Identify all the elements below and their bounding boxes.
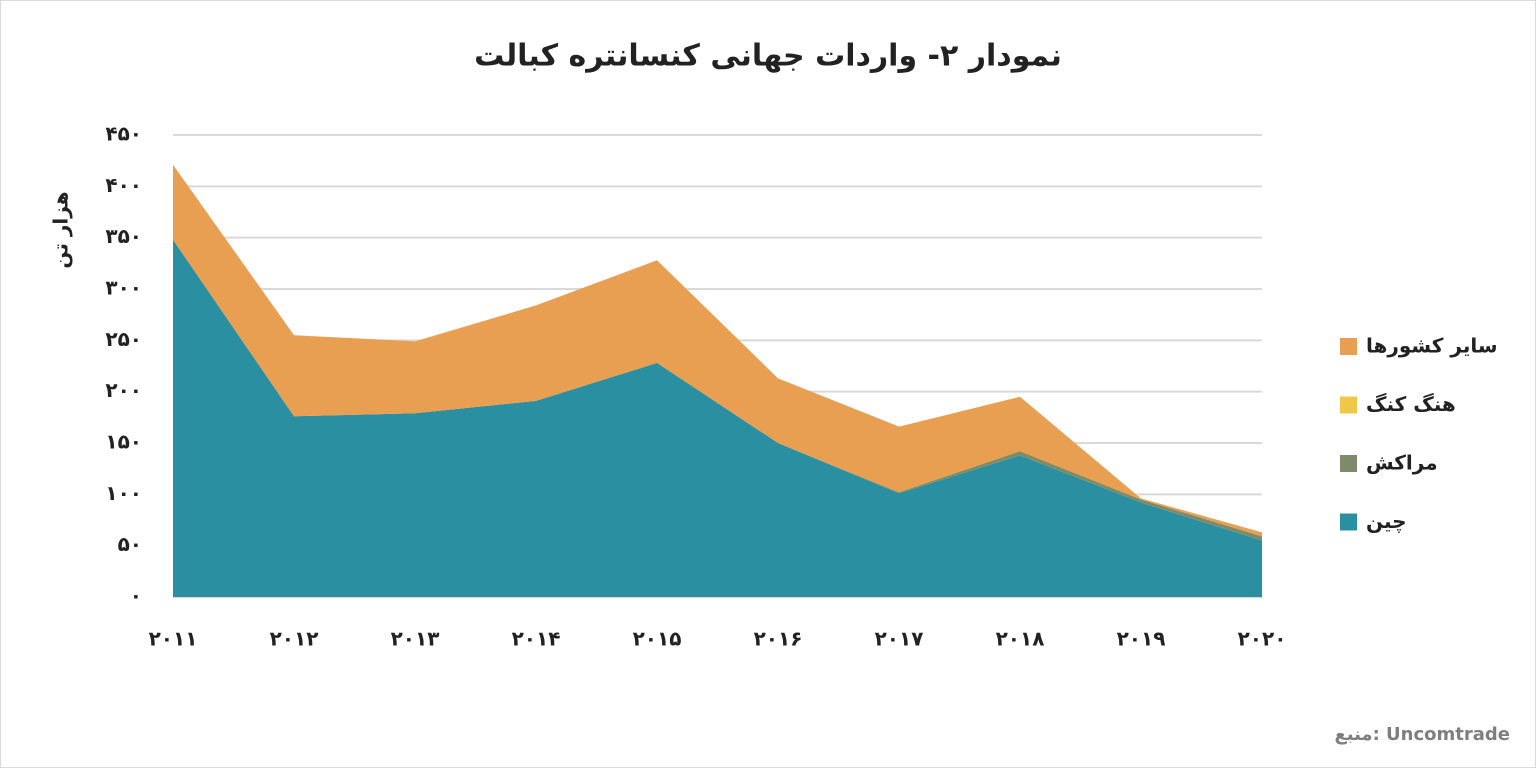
- legend-swatch: [1340, 396, 1357, 414]
- source-note: منبع: Uncomtrade: [1334, 724, 1510, 745]
- chart-title: نمودار ۲- واردات جهانی کنسانتره کبالت: [474, 39, 1062, 74]
- y-axis-label: هزار تن: [49, 191, 73, 268]
- legend-label: چین: [1366, 509, 1407, 534]
- legend-swatch: [1340, 338, 1357, 355]
- y-tick-label: ۵۰: [118, 532, 142, 556]
- y-tick-label: ۱۰۰: [105, 481, 142, 505]
- legend-label: مراکش: [1366, 451, 1438, 475]
- x-tick-label: ۲۰۱۱: [149, 627, 198, 651]
- area: [173, 164, 1262, 537]
- y-tick-label: ۴۵۰: [105, 122, 142, 146]
- y-tick-label: ۲۵۰: [105, 327, 142, 351]
- legend-label: سایر کشورها: [1366, 334, 1498, 358]
- x-tick-label: ۲۰۱۵: [633, 627, 682, 651]
- x-tick-label: ۲۰۱۹: [1117, 627, 1166, 651]
- x-tick-label: ۲۰۲۰: [1238, 627, 1287, 651]
- legend-swatch: [1340, 513, 1357, 531]
- y-tick-label: ۳۰۰: [105, 276, 142, 300]
- y-tick-label: ۴۰۰: [105, 173, 142, 197]
- x-tick-label: ۲۰۱۸: [996, 627, 1045, 651]
- y-tick-label: ۰: [130, 584, 142, 608]
- y-tick-label: ۳۵۰: [105, 224, 142, 248]
- x-tick-label: ۲۰۱۳: [391, 627, 440, 651]
- area: [173, 239, 1262, 597]
- y-tick-label: ۱۵۰: [105, 430, 142, 454]
- x-tick-label: ۲۰۱۴: [512, 627, 561, 651]
- x-tick-label: ۲۰۱۷: [875, 627, 924, 651]
- x-tick-label: ۲۰۱۲: [270, 627, 319, 651]
- y-tick-label: ۲۰۰: [105, 378, 142, 402]
- legend-label: هنگ کنگ: [1366, 392, 1456, 416]
- x-tick-label: ۲۰۱۶: [754, 627, 803, 651]
- legend-swatch: [1340, 455, 1357, 472]
